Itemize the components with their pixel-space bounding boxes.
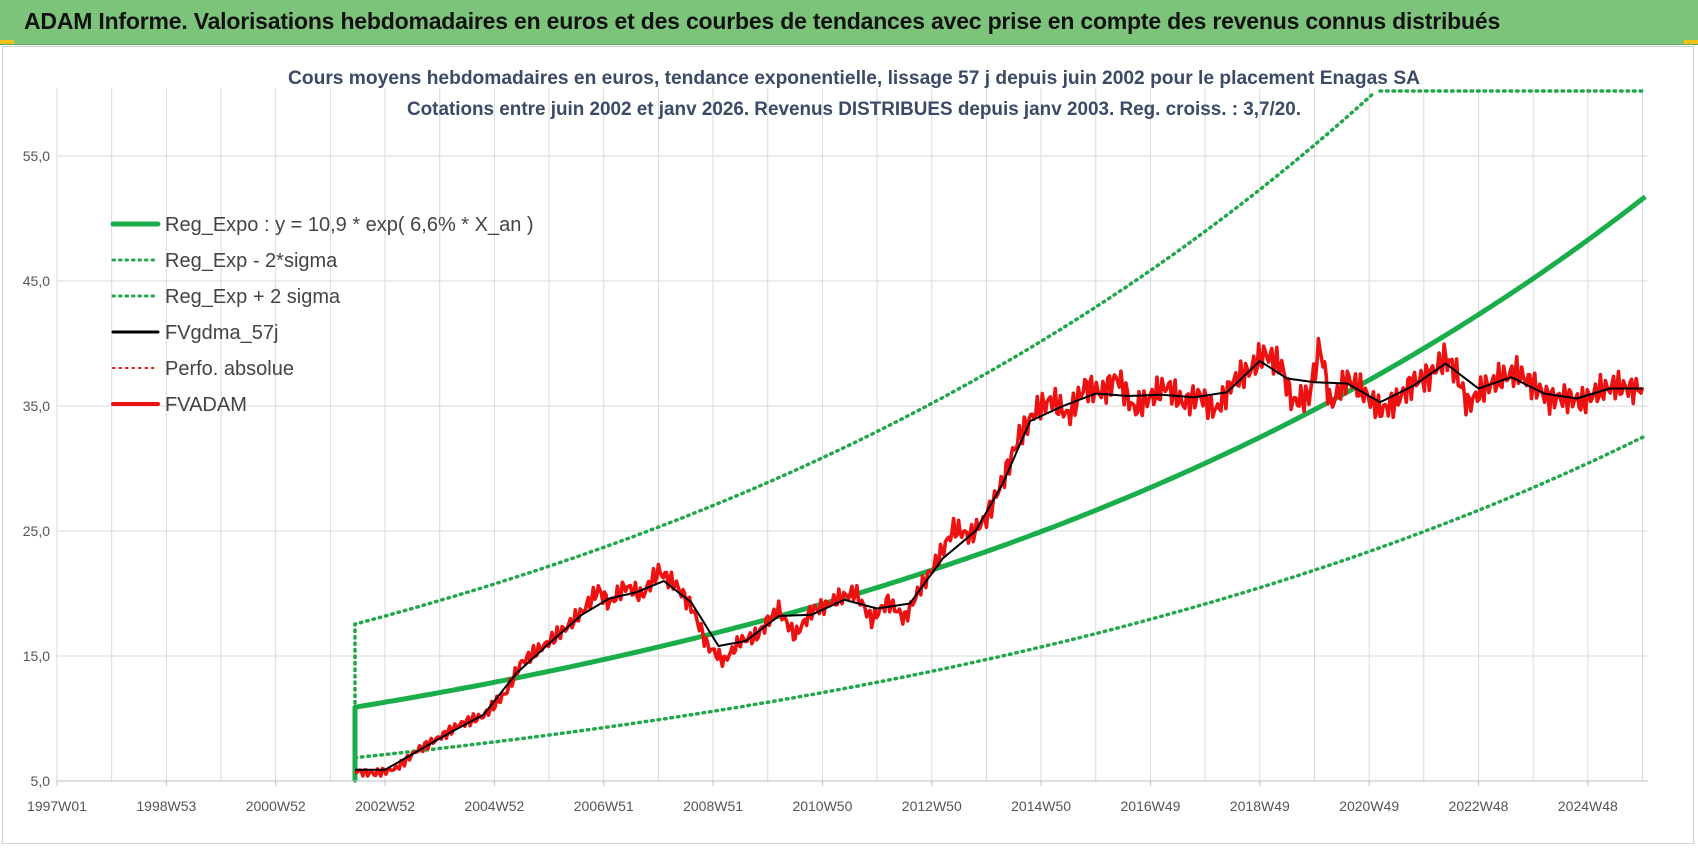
y-tick-label: 5,0 bbox=[31, 773, 51, 789]
x-tick-label: 2004W52 bbox=[464, 798, 524, 814]
x-tick-label: 2000W52 bbox=[246, 798, 306, 814]
y-tick-label: 45,0 bbox=[23, 273, 50, 289]
reg-exp-minus-2-sigma-line bbox=[353, 434, 1648, 760]
fvgdma-57j-line bbox=[355, 360, 1643, 771]
y-tick-label: 55,0 bbox=[23, 148, 50, 164]
x-tick-label: 2012W50 bbox=[902, 798, 962, 814]
x-tick-label: 2014W50 bbox=[1011, 798, 1071, 814]
axes: 5,0 15,0 25,0 35,0 45,0 55,0 1997W01 1998W53 200… bbox=[23, 148, 1648, 814]
chart-title-line1: Cours moyens hebdomadaires en euros, ten… bbox=[288, 68, 1420, 89]
legend-label: Reg_Exp + 2 sigma bbox=[165, 286, 341, 308]
x-tick-label: 2020W49 bbox=[1339, 798, 1399, 814]
left-corner-marker bbox=[0, 40, 14, 44]
y-tick-label: 15,0 bbox=[23, 648, 50, 664]
header-title: ADAM Informe. Valorisations hebdomadaire… bbox=[24, 8, 1501, 34]
reg-exp-plus-2-sigma-line bbox=[353, 93, 1374, 783]
x-tick-label: 2024W48 bbox=[1558, 798, 1618, 814]
x-tick-label: 2006W51 bbox=[574, 798, 634, 814]
legend: Reg_Expo : y = 10,9 * exp( 6,6% * X_an )… bbox=[110, 214, 534, 416]
right-corner-marker bbox=[1684, 40, 1698, 44]
x-tick-label: 1997W01 bbox=[27, 798, 87, 814]
legend-label: FVgdma_57j bbox=[165, 322, 278, 344]
grid bbox=[56, 88, 1648, 782]
x-tick-label: 2002W52 bbox=[355, 798, 415, 814]
series-layer bbox=[352, 89, 1648, 783]
header-bar bbox=[0, 0, 1698, 45]
legend-label: FVADAM bbox=[165, 394, 247, 416]
y-tick-label: 35,0 bbox=[23, 398, 50, 414]
y-tick-label: 25,0 bbox=[23, 523, 50, 539]
chart-title: Cours moyens hebdomadaires en euros, ten… bbox=[288, 68, 1420, 120]
fvadam-line bbox=[354, 336, 1645, 778]
reg-expo-line bbox=[352, 194, 1647, 781]
x-tick-label: 2018W49 bbox=[1230, 798, 1290, 814]
chart-title-line2: Cotations entre juin 2002 et janv 2026. … bbox=[407, 99, 1301, 120]
legend-label: Reg_Expo : y = 10,9 * exp( 6,6% * X_an ) bbox=[165, 214, 534, 236]
legend-label: Reg_Exp - 2*sigma bbox=[165, 250, 338, 272]
x-tick-label: 2016W49 bbox=[1121, 798, 1181, 814]
x-tick-label: 1998W53 bbox=[136, 798, 196, 814]
x-tick-label: 2010W50 bbox=[792, 798, 852, 814]
x-tick-label: 2008W51 bbox=[683, 798, 743, 814]
x-tick-label: 2022W48 bbox=[1449, 798, 1509, 814]
legend-label: Perfo. absolue bbox=[165, 358, 294, 380]
chart-area: 5,0 15,0 25,0 35,0 45,0 55,0 1997W01 1998W53 200… bbox=[23, 68, 1648, 814]
